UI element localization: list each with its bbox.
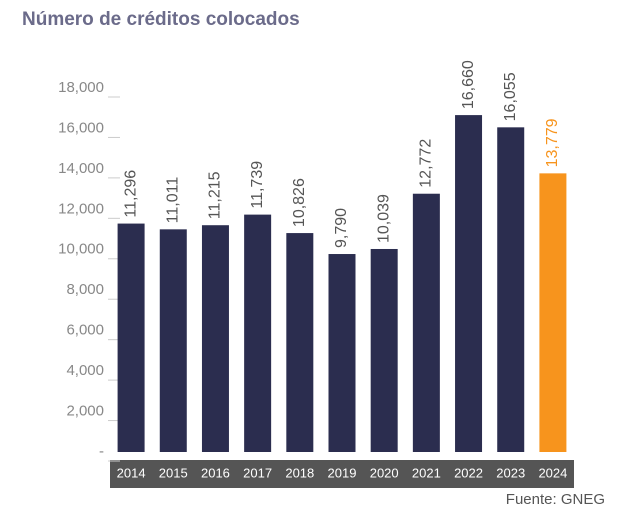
x-tick-label: 2015 bbox=[159, 465, 188, 480]
data-label: 13,779 bbox=[544, 118, 561, 167]
source: Fuente: GNEG bbox=[506, 491, 605, 508]
y-tick-label: 10,000 bbox=[58, 241, 104, 258]
x-tick-label: 2021 bbox=[412, 465, 441, 480]
bar bbox=[497, 127, 525, 453]
y-tick-label: 12,000 bbox=[58, 200, 104, 217]
bar bbox=[201, 225, 229, 452]
data-label: 10,826 bbox=[291, 178, 308, 227]
y-tick-label: 8,000 bbox=[66, 281, 104, 298]
y-tick-label: 16,000 bbox=[58, 119, 104, 136]
x-tick-label: 2016 bbox=[201, 465, 230, 480]
bar bbox=[412, 193, 440, 452]
x-tick-label: 2017 bbox=[243, 465, 272, 480]
bar bbox=[328, 254, 356, 452]
bar bbox=[455, 115, 483, 452]
data-label: 16,055 bbox=[502, 72, 519, 121]
data-label: 10,039 bbox=[375, 194, 392, 243]
y-tick-label: 18,000 bbox=[58, 79, 104, 96]
x-tick-label: 2018 bbox=[285, 465, 314, 480]
y-tick-label: 14,000 bbox=[58, 160, 104, 177]
data-label: 12,772 bbox=[418, 139, 435, 188]
y-tick-label: 6,000 bbox=[66, 322, 104, 339]
chart-title: Número de créditos colocados bbox=[22, 9, 300, 30]
x-axis-band bbox=[110, 460, 574, 488]
y-tick-label: - bbox=[99, 443, 104, 460]
bar bbox=[117, 223, 145, 452]
x-tick-label: 2023 bbox=[496, 465, 525, 480]
data-label: 11,739 bbox=[249, 161, 266, 209]
data-label: 11,011 bbox=[164, 177, 181, 224]
data-label: 11,215 bbox=[207, 171, 224, 219]
x-tick-label: 2024 bbox=[538, 465, 567, 480]
data-label: 16,660 bbox=[460, 60, 477, 109]
x-tick-label: 2014 bbox=[117, 465, 146, 480]
x-tick-label: 2019 bbox=[328, 465, 357, 480]
x-tick-label: 2022 bbox=[454, 465, 483, 480]
y-tick-label: 4,000 bbox=[66, 362, 104, 379]
bar bbox=[370, 248, 398, 452]
data-label: 11,296 bbox=[122, 170, 139, 218]
bar bbox=[539, 173, 567, 452]
bar bbox=[159, 229, 187, 452]
data-label: 9,790 bbox=[333, 208, 350, 248]
x-tick-label: 2020 bbox=[370, 465, 399, 480]
bar bbox=[244, 214, 272, 452]
y-tick-label: 2,000 bbox=[66, 403, 104, 420]
bar bbox=[286, 233, 314, 452]
